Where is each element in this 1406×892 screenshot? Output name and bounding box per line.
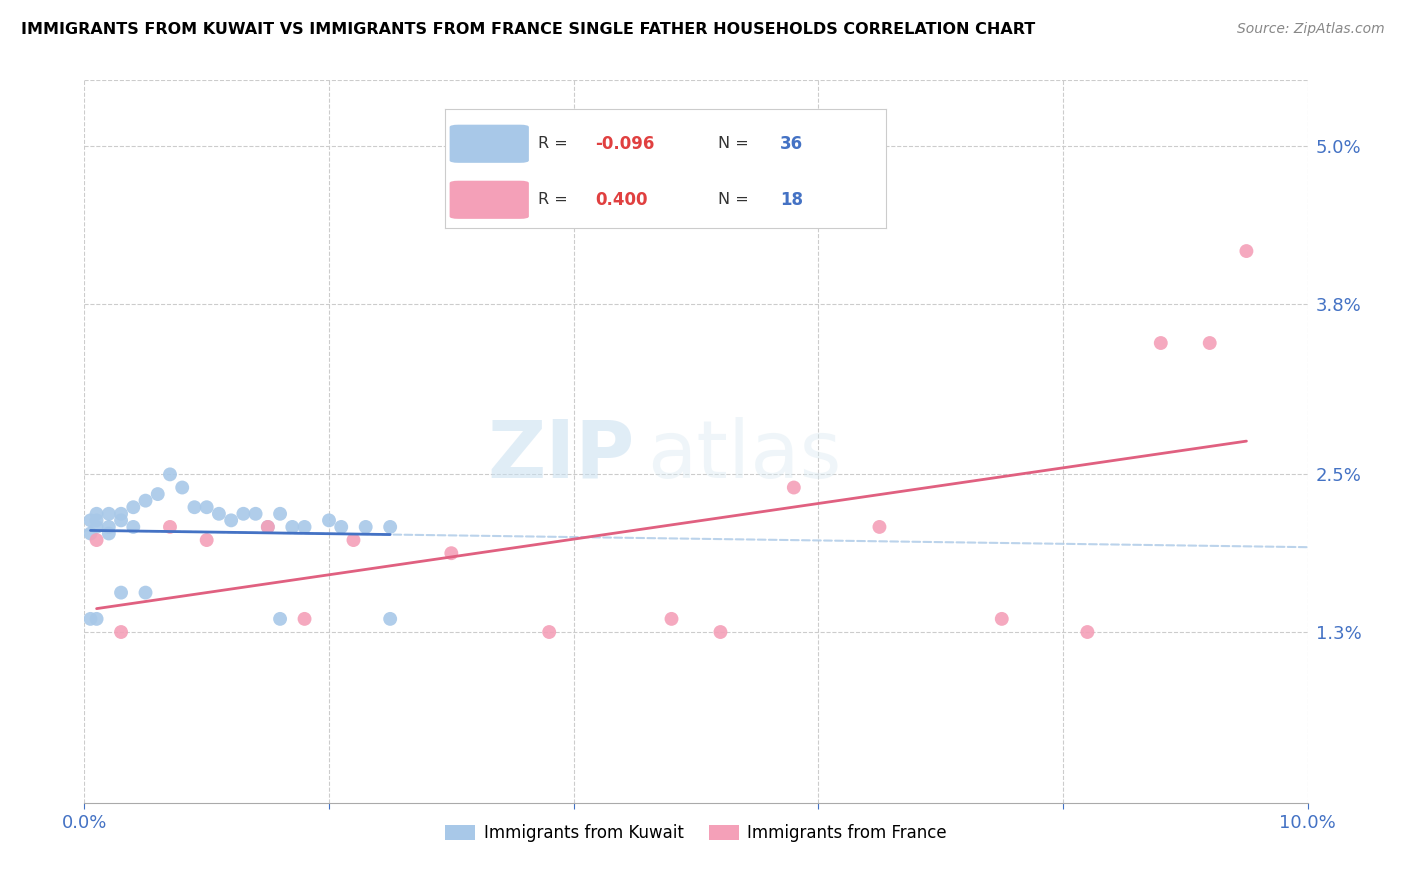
Point — [1150, 336, 1173, 351]
Point — [159, 520, 181, 534]
Point — [86, 612, 108, 626]
Point — [135, 493, 157, 508]
Point — [183, 500, 205, 515]
Point — [208, 507, 231, 521]
Point — [86, 507, 108, 521]
Point — [783, 481, 806, 495]
Point — [135, 585, 157, 599]
Point — [195, 533, 218, 547]
Point — [380, 612, 402, 626]
Point — [172, 481, 194, 495]
Point — [709, 625, 731, 640]
Point — [257, 520, 280, 534]
Point — [1198, 336, 1220, 351]
Point — [159, 467, 181, 482]
Point — [97, 526, 120, 541]
Point — [294, 520, 316, 534]
Point — [354, 520, 377, 534]
Legend: Immigrants from Kuwait, Immigrants from France: Immigrants from Kuwait, Immigrants from … — [439, 817, 953, 848]
Point — [1076, 625, 1098, 640]
Text: ZIP: ZIP — [488, 417, 636, 495]
Point — [79, 513, 101, 527]
Point — [110, 507, 132, 521]
Point — [97, 520, 120, 534]
Point — [97, 507, 120, 521]
Text: Source: ZipAtlas.com: Source: ZipAtlas.com — [1237, 22, 1385, 37]
Point — [661, 612, 683, 626]
Point — [79, 526, 101, 541]
Point — [245, 507, 267, 521]
Point — [380, 520, 402, 534]
Point — [219, 513, 242, 527]
Point — [257, 520, 280, 534]
Point — [110, 585, 132, 599]
Point — [869, 520, 891, 534]
Point — [232, 507, 254, 521]
Text: atlas: atlas — [647, 417, 841, 495]
Point — [86, 520, 108, 534]
Point — [991, 612, 1014, 626]
Point — [538, 625, 561, 640]
Text: IMMIGRANTS FROM KUWAIT VS IMMIGRANTS FROM FRANCE SINGLE FATHER HOUSEHOLDS CORREL: IMMIGRANTS FROM KUWAIT VS IMMIGRANTS FRO… — [21, 22, 1035, 37]
Point — [269, 507, 291, 521]
Point — [146, 487, 169, 501]
Point — [440, 546, 463, 560]
Point — [342, 533, 364, 547]
Point — [1236, 244, 1258, 258]
Point — [79, 612, 101, 626]
Point — [86, 533, 108, 547]
Point — [122, 500, 145, 515]
Point — [86, 513, 108, 527]
Point — [269, 612, 291, 626]
Point — [110, 513, 132, 527]
Point — [122, 520, 145, 534]
Point — [281, 520, 304, 534]
Point — [195, 500, 218, 515]
Point — [110, 625, 132, 640]
Point — [330, 520, 353, 534]
Point — [318, 513, 340, 527]
Point — [294, 612, 316, 626]
